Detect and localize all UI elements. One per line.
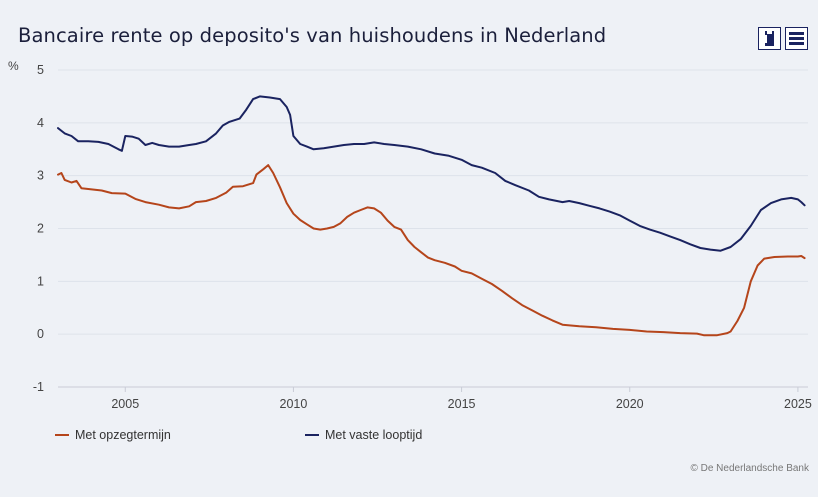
- legend-item-vaste-looptijd[interactable]: Met vaste looptijd: [305, 428, 422, 442]
- credit-text: © De Nederlandsche Bank: [690, 463, 809, 474]
- y-tick-label: 1: [37, 274, 44, 288]
- y-axis-unit-label: %: [8, 59, 19, 73]
- x-tick-label: 2020: [616, 397, 644, 411]
- legend-swatch: [305, 434, 319, 436]
- page-title: Bancaire rente op deposito's van huishou…: [18, 24, 607, 47]
- info-icon: [765, 31, 774, 46]
- hamburger-menu-icon: [789, 32, 804, 45]
- x-tick-label: 2015: [448, 397, 476, 411]
- series-lines: [57, 95, 806, 337]
- x-tick-label: 2005: [111, 397, 139, 411]
- x-tick-label: 2025: [784, 397, 812, 411]
- gridlines: [58, 69, 808, 388]
- y-tick-label: 5: [37, 63, 44, 77]
- series-line-1: [57, 164, 806, 337]
- legend-label: Met opzegtermijn: [75, 428, 171, 442]
- y-tick-label: 2: [37, 222, 44, 236]
- x-tick-label: 2010: [280, 397, 308, 411]
- legend-label: Met vaste looptijd: [325, 428, 423, 442]
- y-tick-label: -1: [33, 380, 44, 394]
- info-button[interactable]: [758, 27, 781, 50]
- y-axis: -1 0 1 2 3 4 5: [33, 63, 44, 394]
- y-tick-label: 0: [37, 327, 44, 341]
- x-axis: 2005 2010 2015 2020 2025: [111, 387, 812, 411]
- legend-item-opzegtermijn[interactable]: Met opzegtermijn: [55, 428, 171, 442]
- y-tick-label: 4: [37, 116, 44, 130]
- y-tick-label: 3: [37, 169, 44, 183]
- legend-swatch: [55, 434, 69, 436]
- menu-button[interactable]: [785, 27, 808, 50]
- series-line-2: [57, 95, 806, 252]
